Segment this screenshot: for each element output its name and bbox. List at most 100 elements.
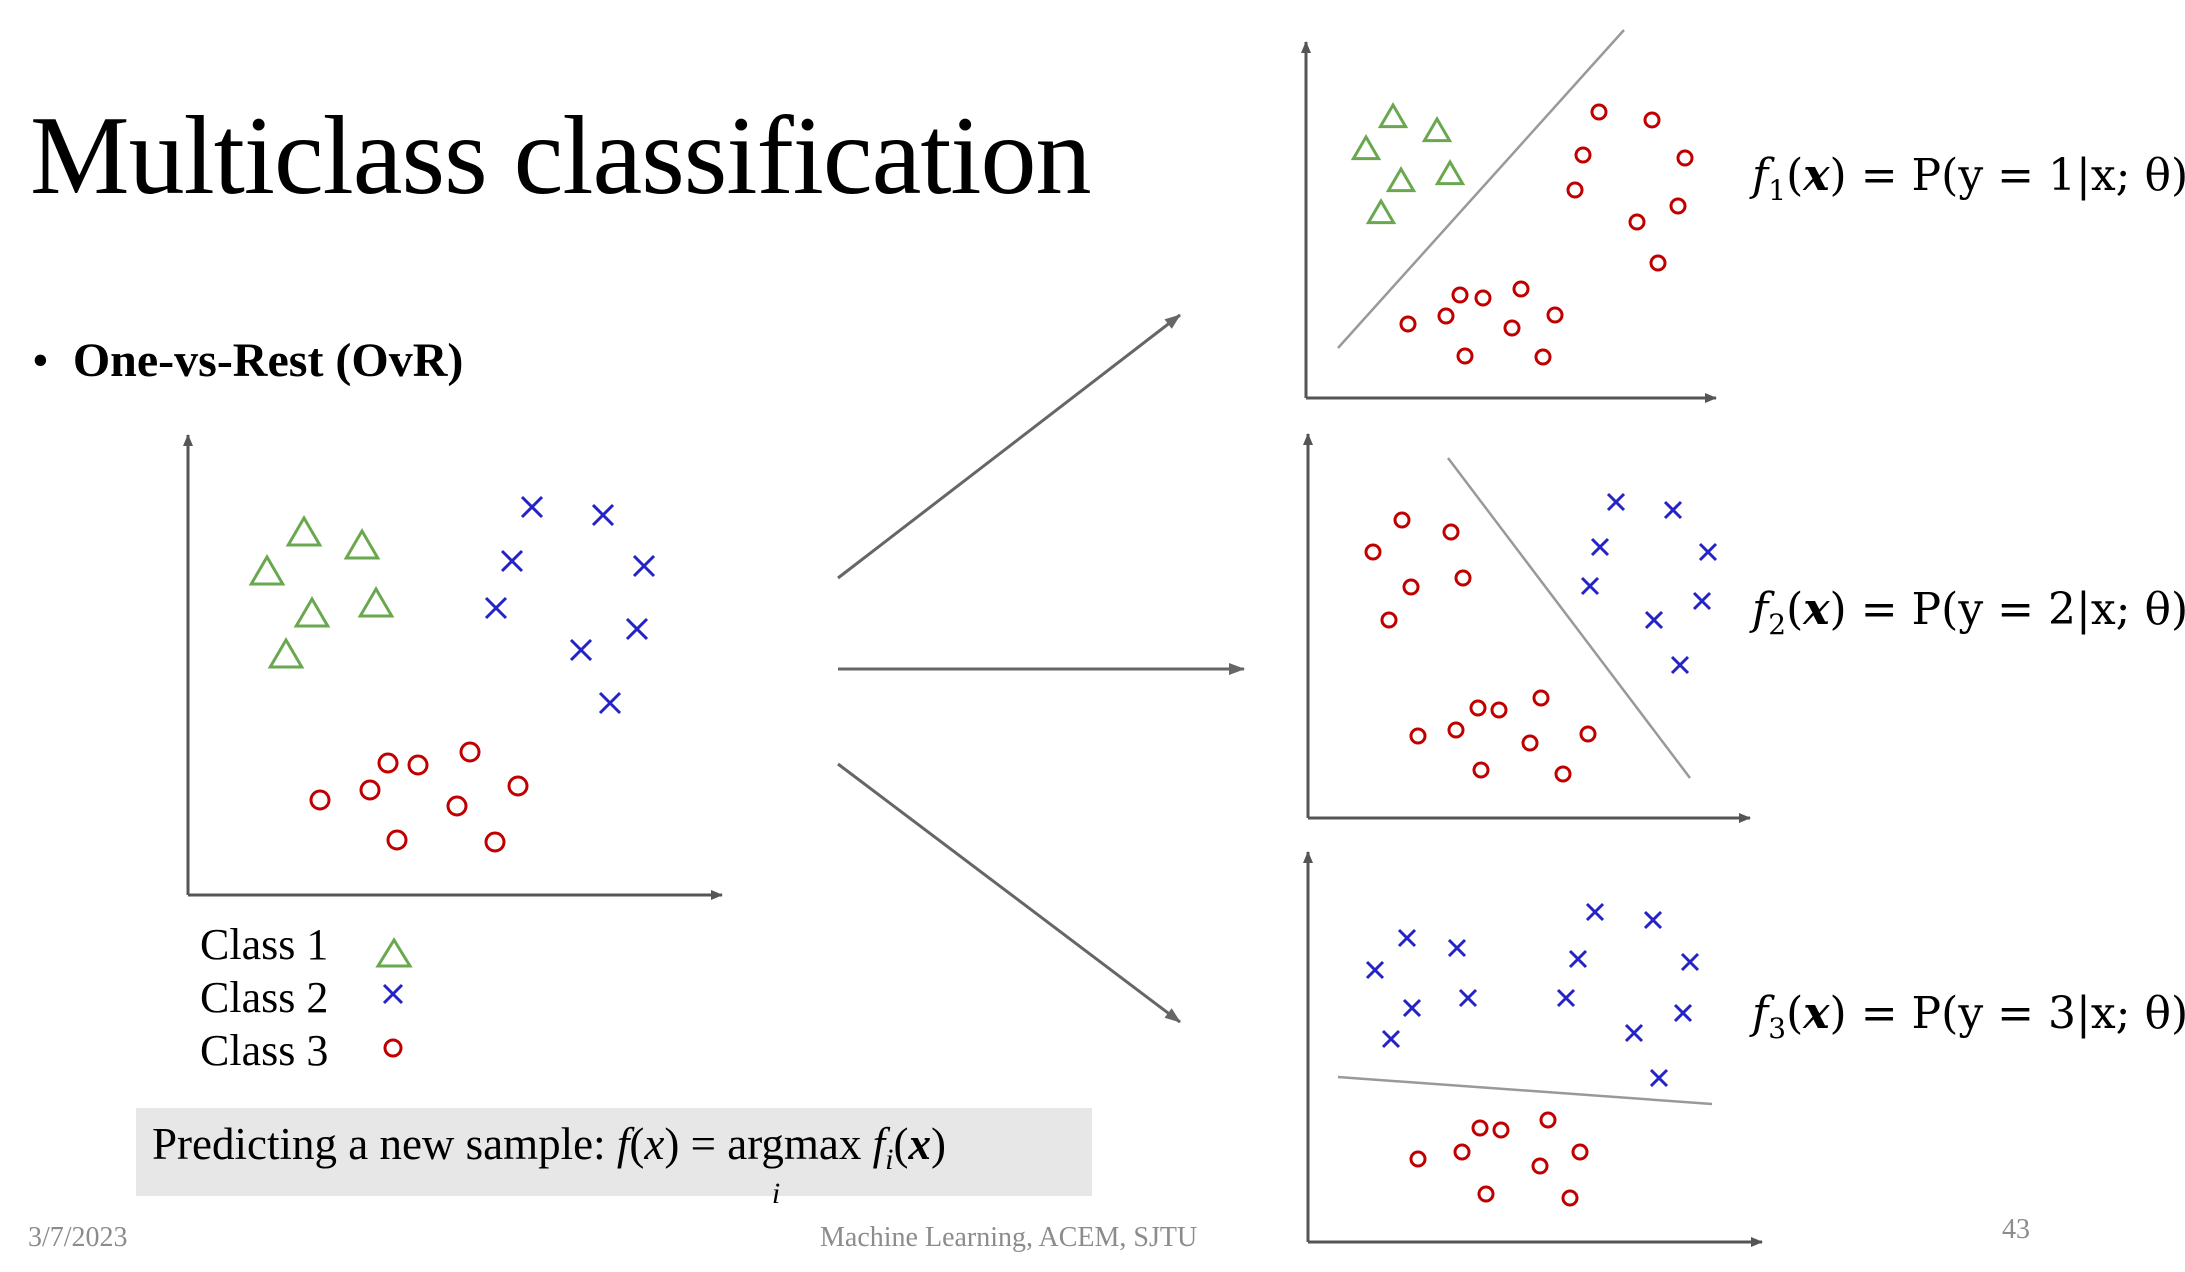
- bullet-symbol: •: [32, 334, 49, 387]
- footer-course: Machine Learning, ACEM, SJTU: [820, 1222, 1198, 1253]
- prediction-xbold: x: [908, 1119, 932, 1169]
- sub3-cross-marker: [1680, 952, 1700, 972]
- sub3-circle-marker: [1571, 1143, 1589, 1161]
- formula-f3-rhs: = P(y = 3|x; θ): [1846, 988, 2185, 1039]
- sub1-circle-marker: [1649, 254, 1667, 272]
- sub1-boundary: [1337, 29, 1625, 349]
- sub3-cross-marker: [1643, 910, 1663, 930]
- class3-circle-marker: [407, 754, 429, 776]
- sub2-boundary: [1447, 457, 1691, 779]
- sub3-cross-marker: [1673, 1003, 1693, 1023]
- prediction-argmax: = argmax: [679, 1119, 873, 1169]
- sub2-cross-marker: [1663, 500, 1683, 520]
- class1-triangle-marker: [248, 554, 286, 586]
- sub2-circle-marker: [1447, 721, 1465, 739]
- sub1-circle-marker: [1451, 286, 1469, 304]
- sub1-circle-marker: [1590, 103, 1608, 121]
- legend-cross-icon: [382, 983, 404, 1005]
- prediction-i: i: [885, 1143, 894, 1176]
- prediction-box: Predicting a new sample: f(x) = argmax i…: [136, 1108, 1092, 1210]
- sub2-circle-marker: [1472, 761, 1490, 779]
- sub1-circle-marker: [1643, 111, 1661, 129]
- data-markers: [248, 102, 1718, 1207]
- sub1-circle-marker: [1474, 289, 1492, 307]
- sub3-circle-marker: [1453, 1143, 1471, 1161]
- sub3-circle-marker: [1477, 1185, 1495, 1203]
- sub2-cross-marker: [1644, 610, 1664, 630]
- sub3-circle-marker: [1409, 1150, 1427, 1168]
- class2-cross-marker: [484, 596, 508, 620]
- subplot-2: [1303, 433, 1751, 823]
- prediction-formula: Predicting a new sample: f(x) = argmax i…: [152, 1119, 946, 1210]
- sub3-cross-marker: [1381, 1029, 1401, 1049]
- argmax-group: = argmax i: [679, 1119, 873, 1210]
- sub2-circle-marker: [1554, 765, 1572, 783]
- sub1-circle-marker: [1628, 213, 1646, 231]
- class3-circle-marker: [309, 789, 331, 811]
- arrow-to-f3: [837, 762, 1181, 1024]
- sub1-circle-marker: [1512, 280, 1530, 298]
- sub3-cross-marker: [1365, 960, 1385, 980]
- sub2-cross-marker: [1698, 542, 1718, 562]
- legend-class-2: Class 2: [200, 973, 329, 1022]
- formula-f1-sub: 1: [1768, 173, 1787, 207]
- sub3-cross-marker: [1556, 988, 1576, 1008]
- legend-circle-icon: [383, 1038, 403, 1058]
- class2-cross-marker: [569, 638, 593, 662]
- subplot-1: [1301, 29, 1717, 403]
- sub1-circle-marker: [1437, 307, 1455, 325]
- sub2-circle-marker: [1469, 699, 1487, 717]
- sub2-circle-marker: [1364, 543, 1382, 561]
- formula-f2-rhs: = P(y = 2|x; θ): [1846, 584, 2185, 635]
- sub1-circle-marker: [1456, 347, 1474, 365]
- sub1-triangle-marker: [1365, 198, 1397, 225]
- class3-circle-marker: [386, 829, 408, 851]
- class2-cross-marker: [520, 495, 544, 519]
- sub2-cross-marker: [1580, 576, 1600, 596]
- class1-triangle-marker: [285, 515, 323, 547]
- sub2-circle-marker: [1409, 727, 1427, 745]
- class2-cross-marker: [625, 617, 649, 641]
- sub2-circle-marker: [1402, 578, 1420, 596]
- class3-circle-marker: [377, 752, 399, 774]
- sub3-cross-marker: [1402, 998, 1422, 1018]
- footer-page-number: 43: [2002, 1214, 2030, 1245]
- arrow-to-f1: [837, 313, 1181, 580]
- sub2-circle-marker: [1380, 611, 1398, 629]
- class1-triangle-marker: [343, 528, 381, 560]
- formula-f1-rhs: = P(y = 1|x; θ): [1846, 150, 2185, 201]
- sub3-cross-marker: [1447, 938, 1467, 958]
- sub1-circle-marker: [1566, 181, 1584, 199]
- sub1-triangle-marker: [1350, 134, 1382, 161]
- legend-class-1: Class 1: [200, 920, 329, 969]
- sub2-circle-marker: [1454, 569, 1472, 587]
- sub2-cross-marker: [1606, 492, 1626, 512]
- sub2-cross-marker: [1590, 537, 1610, 557]
- sub3-cross-marker: [1458, 988, 1478, 1008]
- legend-markers: [375, 937, 413, 1058]
- class2-cross-marker: [632, 554, 656, 578]
- prediction-prefix: Predicting a new sample:: [152, 1119, 617, 1169]
- sub2-cross-marker: [1670, 655, 1690, 675]
- sub2-circle-marker: [1490, 701, 1508, 719]
- class1-triangle-marker: [267, 637, 305, 669]
- sub1-circle-marker: [1399, 315, 1417, 333]
- sub3-cross-marker: [1624, 1023, 1644, 1043]
- sub2-circle-marker: [1442, 523, 1460, 541]
- class3-circle-marker: [459, 741, 481, 763]
- legend-class-3: Class 3: [200, 1026, 329, 1075]
- class2-cross-marker: [598, 691, 622, 715]
- formula-f1-f: f: [1752, 150, 1769, 201]
- sub1-triangle-marker: [1385, 166, 1417, 193]
- sub2-circle-marker: [1521, 734, 1539, 752]
- bullet-text: One-vs-Rest (OvR): [72, 334, 464, 387]
- main-plot: [183, 434, 723, 900]
- prediction-x: x: [644, 1119, 665, 1169]
- sub3-boundary: [1337, 1075, 1713, 1106]
- argmax-subscript: i: [771, 1177, 781, 1210]
- sub1-triangle-marker: [1434, 159, 1466, 186]
- sub1-circle-marker: [1669, 197, 1687, 215]
- sub1-triangle-marker: [1421, 116, 1453, 143]
- sub2-circle-marker: [1393, 511, 1411, 529]
- class3-circle-marker: [359, 779, 381, 801]
